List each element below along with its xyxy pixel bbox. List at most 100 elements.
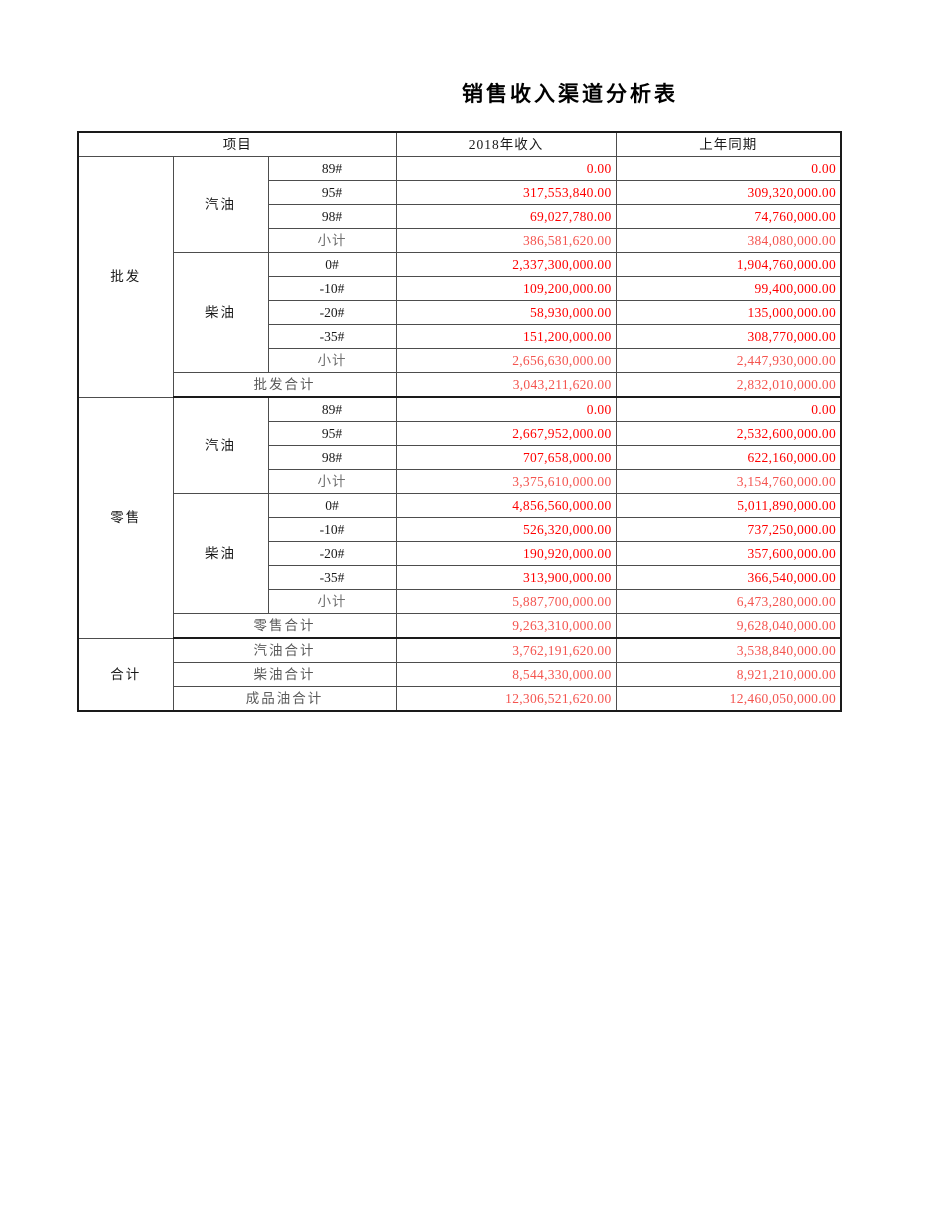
grade-label: 89# — [267, 156, 397, 181]
subtotal-current: 386,581,620.00 — [395, 228, 617, 253]
table-row: -35# 151,200,000.00 308,770,000.00 — [78, 324, 842, 349]
subtotal-previous: 6,473,280,000.00 — [615, 589, 842, 614]
value-current: 58,930,000.00 — [395, 300, 617, 325]
table-row: 柴油 0# 4,856,560,000.00 5,011,890,000.00 — [78, 493, 842, 614]
value-previous: 2,532,600,000.00 — [615, 421, 842, 446]
group-label-wholesale: 批发 — [77, 156, 174, 398]
group-label-wholesale-gasoline: 汽油 — [172, 156, 269, 253]
value-previous: 366,540,000.00 — [615, 565, 842, 590]
value-current: 2,667,952,000.00 — [395, 421, 617, 446]
grade-label: -10# — [267, 276, 397, 301]
subtotal-current: 3,375,610,000.00 — [395, 469, 617, 494]
grade-label: 95# — [267, 421, 397, 446]
wholesale-total-label: 批发合计 — [172, 372, 397, 398]
table-row: 95# 317,553,840.00 309,320,000.00 — [78, 180, 842, 205]
grand-total-previous: 12,460,050,000.00 — [615, 686, 842, 712]
grand-total-previous: 8,921,210,000.00 — [615, 662, 842, 687]
table-row-retail-total: 零售合计 9,263,310,000.00 9,628,040,000.00 — [78, 613, 842, 639]
subtotal-current: 2,656,630,000.00 — [395, 348, 617, 373]
subtotal-previous: 3,154,760,000.00 — [615, 469, 842, 494]
table-row-subtotal: 小计 5,887,700,000.00 6,473,280,000.00 — [78, 589, 842, 614]
subtotal-previous: 2,447,930,000.00 — [615, 348, 842, 373]
grand-total-label: 柴油合计 — [172, 662, 397, 687]
subtotal-current: 5,887,700,000.00 — [395, 589, 617, 614]
subtotal-label: 小计 — [267, 228, 397, 253]
retail-total-current: 9,263,310,000.00 — [395, 613, 617, 639]
value-current: 0.00 — [395, 396, 617, 422]
table-row-grand-total: 成品油合计 12,306,521,620.00 12,460,050,000.0… — [78, 686, 842, 712]
table-row-grand-total: 合计 汽油合计 3,762,191,620.00 3,538,840,000.0… — [77, 637, 842, 712]
grade-label: -10# — [267, 517, 397, 542]
report-table-container: 项目 2018年收入 上年同期 批发 汽油 89# 0.00 0.00 95# … — [77, 131, 843, 712]
retail-total-previous: 9,628,040,000.00 — [615, 613, 842, 639]
value-current: 317,553,840.00 — [395, 180, 617, 205]
table-row-wholesale-total: 批发合计 3,043,211,620.00 2,832,010,000.00 — [78, 372, 842, 398]
value-previous: 737,250,000.00 — [615, 517, 842, 542]
value-current: 69,027,780.00 — [395, 204, 617, 229]
table-row: 柴油 0# 2,337,300,000.00 1,904,760,000.00 — [78, 252, 842, 373]
value-previous: 309,320,000.00 — [615, 180, 842, 205]
header-current-year: 2018年收入 — [395, 131, 617, 157]
grade-label: 0# — [267, 493, 397, 518]
value-previous: 5,011,890,000.00 — [615, 493, 842, 518]
group-label-wholesale-diesel: 柴油 — [172, 252, 269, 373]
table-row: -20# 58,930,000.00 135,000,000.00 — [78, 300, 842, 325]
grand-total-current: 3,762,191,620.00 — [395, 637, 617, 663]
wholesale-total-previous: 2,832,010,000.00 — [615, 372, 842, 398]
grade-label: 89# — [267, 396, 397, 422]
grade-label: -20# — [267, 300, 397, 325]
table-row-grand-total: 柴油合计 8,544,330,000.00 8,921,210,000.00 — [78, 662, 842, 687]
group-label-retail-diesel: 柴油 — [172, 493, 269, 614]
grade-label: 98# — [267, 445, 397, 470]
grade-label: 98# — [267, 204, 397, 229]
table-row: 98# 69,027,780.00 74,760,000.00 — [78, 204, 842, 229]
table-row: 95# 2,667,952,000.00 2,532,600,000.00 — [78, 421, 842, 446]
wholesale-total-current: 3,043,211,620.00 — [395, 372, 617, 398]
table-row: -10# 109,200,000.00 99,400,000.00 — [78, 276, 842, 301]
header-item: 项目 — [77, 131, 397, 157]
value-current: 707,658,000.00 — [395, 445, 617, 470]
value-current: 313,900,000.00 — [395, 565, 617, 590]
grade-label: 0# — [267, 252, 397, 277]
value-current: 2,337,300,000.00 — [395, 252, 617, 277]
value-previous: 622,160,000.00 — [615, 445, 842, 470]
value-current: 109,200,000.00 — [395, 276, 617, 301]
header-previous-year: 上年同期 — [615, 131, 842, 157]
grade-label: -20# — [267, 541, 397, 566]
value-current: 190,920,000.00 — [395, 541, 617, 566]
grade-label: -35# — [267, 565, 397, 590]
grand-total-label: 汽油合计 — [172, 637, 397, 663]
table-row-subtotal: 小计 386,581,620.00 384,080,000.00 — [78, 228, 842, 253]
grade-label: -35# — [267, 324, 397, 349]
grand-total-previous: 3,538,840,000.00 — [615, 637, 842, 663]
subtotal-previous: 384,080,000.00 — [615, 228, 842, 253]
table-row: 零售 汽油 89# 0.00 0.00 — [77, 396, 842, 639]
table-header-row: 项目 2018年收入 上年同期 — [77, 131, 842, 157]
value-previous: 74,760,000.00 — [615, 204, 842, 229]
subtotal-label: 小计 — [267, 469, 397, 494]
sales-revenue-channel-table: 项目 2018年收入 上年同期 批发 汽油 89# 0.00 0.00 95# … — [77, 131, 843, 712]
table-row: -10# 526,320,000.00 737,250,000.00 — [78, 517, 842, 542]
page-title: 销售收入渠道分析表 — [462, 82, 678, 106]
value-previous: 99,400,000.00 — [615, 276, 842, 301]
grand-total-current: 8,544,330,000.00 — [395, 662, 617, 687]
table-row: 批发 汽油 89# 0.00 0.00 — [77, 156, 842, 398]
grand-total-current: 12,306,521,620.00 — [395, 686, 617, 712]
subtotal-label: 小计 — [267, 589, 397, 614]
value-current: 0.00 — [395, 156, 617, 181]
table-row: 98# 707,658,000.00 622,160,000.00 — [78, 445, 842, 470]
grand-total-label: 成品油合计 — [172, 686, 397, 712]
value-previous: 135,000,000.00 — [615, 300, 842, 325]
retail-total-label: 零售合计 — [172, 613, 397, 639]
value-previous: 357,600,000.00 — [615, 541, 842, 566]
value-current: 526,320,000.00 — [395, 517, 617, 542]
group-label-retail: 零售 — [77, 396, 174, 639]
table-row-subtotal: 小计 3,375,610,000.00 3,154,760,000.00 — [78, 469, 842, 494]
value-current: 151,200,000.00 — [395, 324, 617, 349]
value-previous: 1,904,760,000.00 — [615, 252, 842, 277]
value-previous: 0.00 — [615, 396, 842, 422]
table-row-subtotal: 小计 2,656,630,000.00 2,447,930,000.00 — [78, 348, 842, 373]
grade-label: 95# — [267, 180, 397, 205]
value-previous: 308,770,000.00 — [615, 324, 842, 349]
group-label-retail-gasoline: 汽油 — [172, 396, 269, 494]
